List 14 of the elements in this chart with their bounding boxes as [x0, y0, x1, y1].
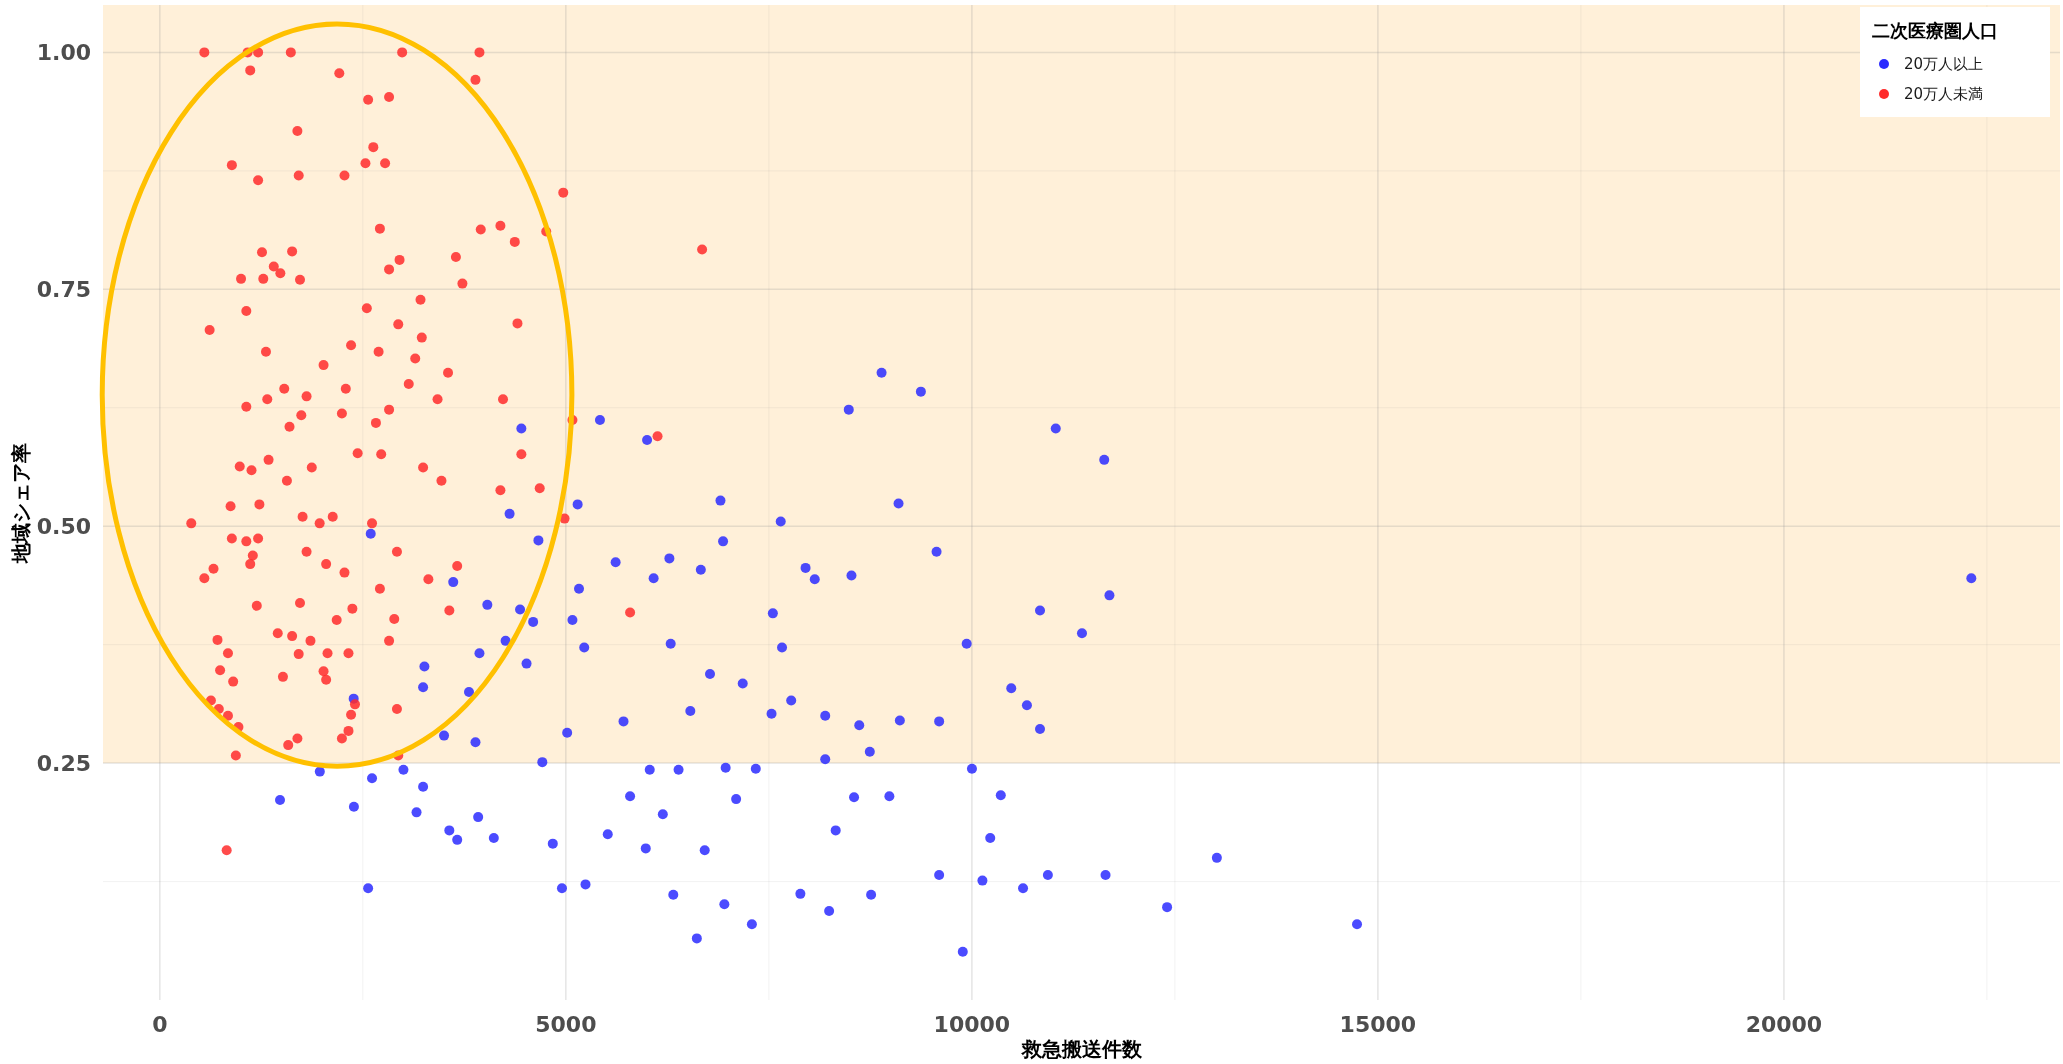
legend-label: 20万人未満 [1904, 85, 1984, 103]
y-axis-title: 地域シェア率 [9, 442, 33, 564]
y-tick-label: 0.75 [36, 277, 91, 303]
x-tick-label: 15000 [1339, 1012, 1417, 1037]
legend-title: 二次医療圏人口 [1872, 20, 1998, 41]
y-tick-label: 0.25 [36, 751, 91, 777]
x-tick-label: 0 [152, 1012, 168, 1037]
legend-label: 20万人以上 [1904, 55, 1984, 73]
y-tick-label: 1.00 [36, 40, 91, 66]
x-axis-title: 救急搬送件数 [1020, 1037, 1143, 1061]
y-tick-label: 0.50 [36, 514, 91, 540]
x-tick-label: 5000 [535, 1012, 597, 1037]
x-tick-label: 20000 [1745, 1012, 1823, 1037]
x-tick-label: 10000 [933, 1012, 1011, 1037]
